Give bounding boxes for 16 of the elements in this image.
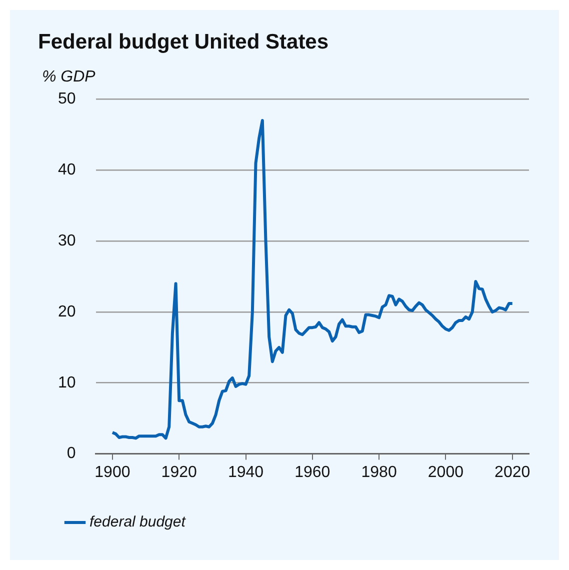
- x-tick-label: 2000: [428, 464, 464, 481]
- x-tick-label: 1940: [228, 464, 264, 481]
- chart-title: Federal budget United States: [38, 30, 329, 54]
- y-tick-label: 50: [58, 90, 76, 108]
- y-axis-title: % GDP: [42, 68, 96, 86]
- y-tick-label: 40: [58, 162, 76, 179]
- x-tick-label: 1960: [294, 464, 330, 481]
- y-tick-label: 10: [58, 374, 76, 392]
- y-tick-label: 20: [58, 303, 76, 320]
- x-tick-label: 2020: [494, 464, 530, 481]
- x-tick-label: 1920: [161, 464, 198, 481]
- legend-label: federal budget: [90, 514, 186, 531]
- y-tick-label: 0: [66, 445, 76, 462]
- x-tick-label: 1980: [361, 464, 397, 481]
- x-tick-label: 1900: [94, 464, 130, 481]
- y-tick-label: 30: [58, 232, 76, 250]
